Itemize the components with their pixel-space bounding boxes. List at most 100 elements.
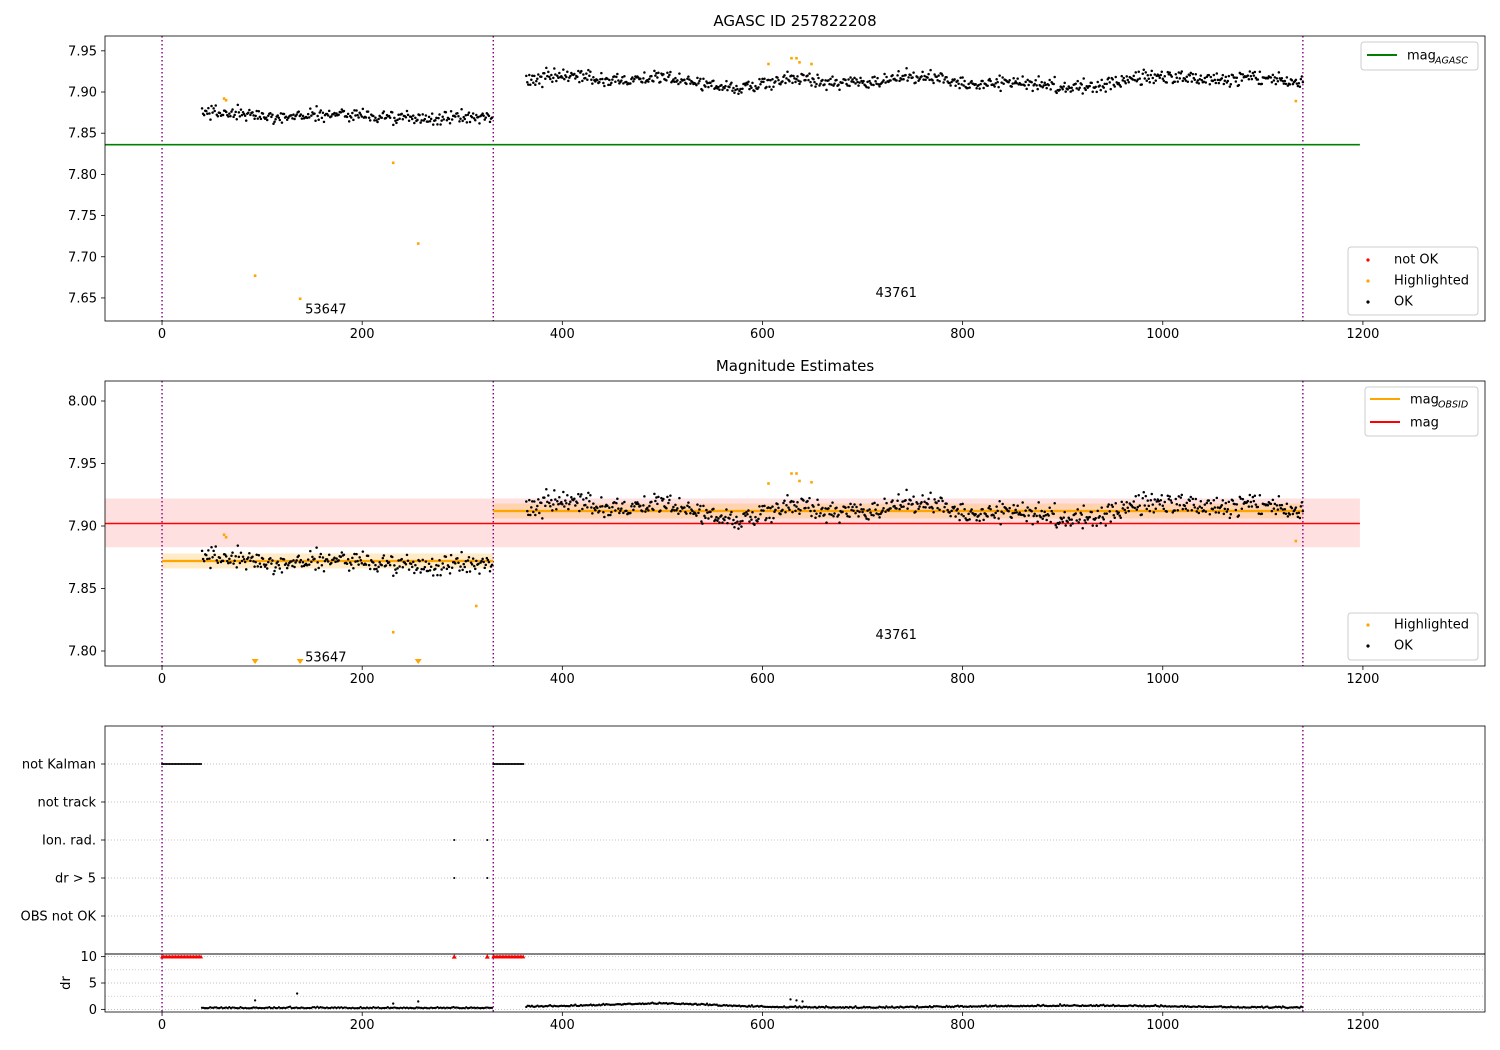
ok-point [1058,88,1061,91]
ok-point [442,118,445,121]
ok-point [914,510,917,513]
ok-point [472,117,476,120]
ok-point [236,544,240,547]
ok-point [238,561,242,565]
ok-point [457,115,460,118]
dr-point [916,1004,919,1008]
ok-point [1153,498,1157,501]
ok-point [202,559,206,563]
ok-point [360,115,364,118]
ok-point [596,506,599,510]
ok-point [591,512,594,515]
ok-point [646,506,649,510]
ok-point [877,513,880,516]
ok-point [819,512,822,515]
ok-point [966,86,969,90]
ok-point [413,571,416,575]
ok-point [739,520,742,523]
flag-point [493,762,496,766]
ok-point [1300,75,1304,78]
ok-point [739,87,742,91]
flag-point [517,762,520,766]
ok-point [685,512,688,515]
ok-point [858,81,861,84]
ok-point [483,118,486,121]
ok-point [230,554,233,558]
ok-point [1180,493,1184,497]
ok-point [734,521,737,525]
ok-point [429,117,433,121]
ok-point [1048,506,1051,510]
ok-point [427,562,431,566]
ok-point [1203,503,1207,506]
ok-point [1178,503,1182,507]
ok-point [552,76,555,80]
ok-point [1045,86,1048,90]
ok-point [1015,81,1018,85]
ok-point [603,84,606,88]
ok-point [942,510,945,513]
ok-point [584,76,587,80]
legend-label: not OK [1394,253,1439,268]
ok-point [578,509,581,513]
ok-point [339,555,343,559]
ok-point [1084,88,1087,92]
ok-point [1285,502,1289,505]
ok-point [979,512,982,516]
ok-point [540,75,543,79]
ok-point [857,515,860,518]
ok-point [207,549,210,552]
ok-point [573,72,576,76]
flag-point [173,762,176,766]
ok-point [827,79,830,82]
ok-point [358,556,361,559]
ok-point [553,67,556,70]
flag-point [168,762,171,766]
ok-point [1138,77,1141,80]
ok-point [442,566,445,569]
ok-point [600,71,603,75]
ok-point [580,493,583,496]
ok-point [488,570,492,573]
chart-title: AGASC ID 257822208 [713,12,876,30]
ok-point [901,500,904,503]
ok-point [798,82,801,86]
ok-point [394,119,397,122]
ok-point [946,508,949,512]
ok-point [482,114,485,117]
ok-point [1166,494,1170,498]
ok-point [665,507,668,510]
ok-point [229,114,232,118]
ok-point [274,118,277,121]
ok-point [431,574,435,577]
ok-point [475,559,478,563]
ok-point [1231,74,1235,77]
ok-point [1204,510,1208,513]
ok-point [474,567,477,571]
ok-point [1275,504,1279,507]
ok-point [717,85,720,89]
ok-point [294,561,297,564]
ok-point [876,76,879,80]
highlighted-point [224,98,228,102]
ok-point [862,79,865,83]
ok-point [413,121,416,125]
ok-point [1098,84,1101,87]
ok-point [1301,509,1305,513]
ok-point [643,71,646,74]
ok-point [689,511,692,515]
ok-point [1249,74,1253,78]
ok-point [697,82,700,85]
ok-point [825,88,828,92]
ok-point [241,555,245,559]
ok-point [293,565,296,569]
ok-point [348,561,352,564]
ok-point [1091,524,1094,527]
ok-point [1078,518,1081,521]
ok-point [1080,513,1083,516]
ok-point [364,563,368,566]
ok-point [1208,513,1212,516]
ok-point [1161,504,1165,508]
ok-point [845,512,848,516]
